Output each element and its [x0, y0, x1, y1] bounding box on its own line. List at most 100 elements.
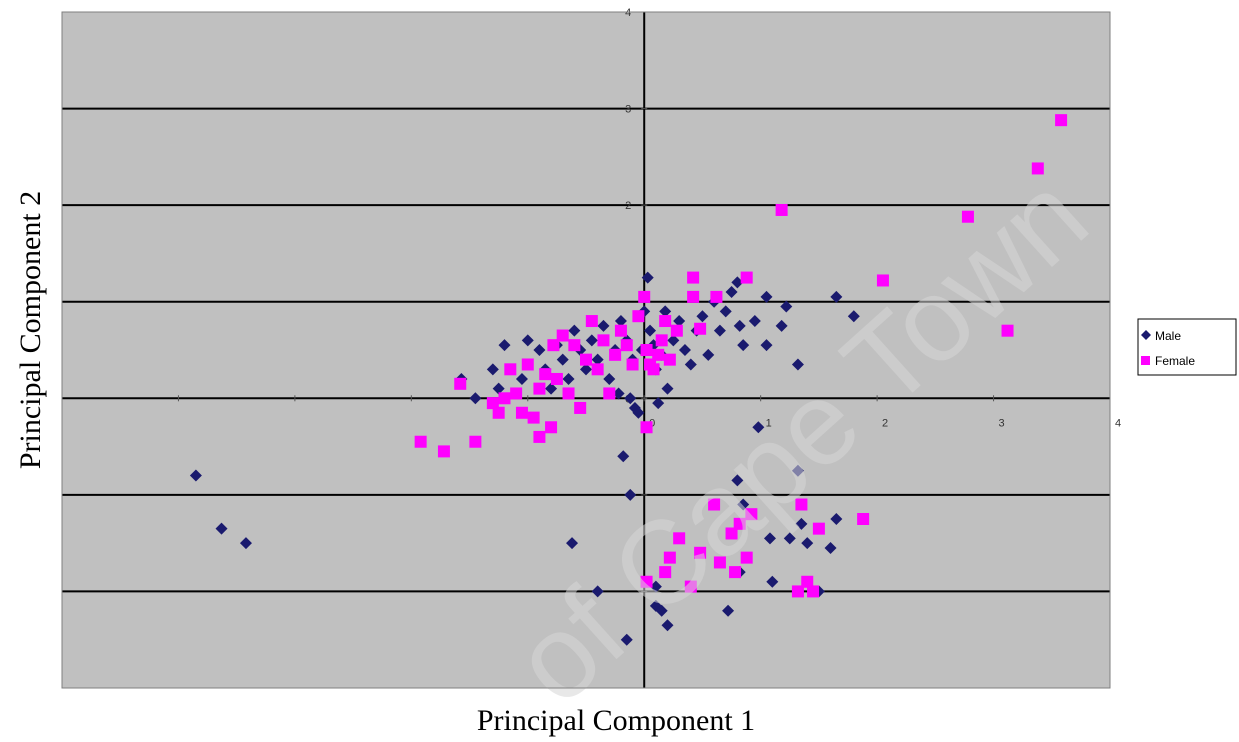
point-female: [694, 322, 707, 335]
point-male: [737, 339, 750, 352]
point-male: [189, 469, 202, 482]
point-male: [624, 488, 637, 501]
point-male: [795, 517, 808, 530]
point-female: [801, 575, 814, 588]
y-axis-title: Principal Component 2: [14, 191, 47, 469]
point-female: [640, 421, 653, 434]
point-female: [659, 566, 672, 579]
point-female: [609, 348, 622, 361]
point-female: [1031, 162, 1044, 175]
x-tick-label: 1: [766, 417, 772, 429]
point-male: [632, 406, 645, 419]
point-female: [580, 353, 592, 366]
point-female: [638, 290, 651, 303]
point-male: [486, 363, 499, 376]
point-male: [597, 319, 610, 332]
point-female: [510, 387, 523, 400]
point-female: [597, 334, 610, 347]
point-female: [492, 406, 505, 419]
point-male: [568, 324, 581, 337]
point-male: [641, 271, 654, 284]
point-female: [640, 575, 653, 588]
point-male: [847, 310, 860, 323]
point-female: [614, 324, 627, 337]
point-male: [830, 290, 843, 303]
point-female: [620, 339, 633, 352]
point-male: [521, 334, 534, 347]
point-male: [644, 324, 657, 337]
legend-label-male: Male: [1155, 329, 1181, 343]
point-female: [527, 411, 540, 424]
point-male: [760, 339, 773, 352]
point-female: [729, 566, 742, 579]
point-male: [713, 324, 726, 337]
point-male: [612, 387, 625, 400]
plot-border: [61, 11, 1111, 689]
point-female: [673, 532, 686, 545]
legend-marker-female: [1141, 356, 1150, 365]
point-male: [791, 464, 804, 477]
point-male: [556, 353, 569, 366]
point-male: [661, 382, 674, 395]
point-male: [591, 585, 604, 598]
point-male: [696, 310, 709, 323]
point-male: [678, 344, 691, 356]
point-female: [533, 382, 546, 395]
point-female: [556, 329, 569, 342]
point-male: [659, 305, 672, 318]
point-male: [719, 305, 732, 318]
point-male: [215, 522, 228, 535]
point-male: [492, 382, 505, 395]
point-male: [649, 580, 662, 593]
point-female: [807, 585, 820, 598]
point-female: [647, 363, 660, 376]
point-male: [722, 604, 735, 617]
point-female: [545, 421, 558, 434]
point-female: [725, 527, 738, 540]
point-male: [748, 315, 761, 328]
point-female: [591, 363, 604, 376]
y-tick-label: 3: [625, 104, 631, 116]
point-female: [740, 271, 753, 284]
point-female: [454, 377, 467, 390]
point-female: [652, 348, 665, 361]
point-male: [566, 537, 579, 550]
point-female: [687, 271, 700, 284]
point-male: [725, 286, 738, 299]
point-male: [737, 498, 750, 511]
legend-marker-male: [1141, 330, 1151, 340]
point-male: [239, 537, 252, 550]
point-male: [673, 315, 686, 328]
point-male: [469, 392, 482, 405]
legend: Male Female: [1137, 318, 1237, 376]
point-male: [766, 575, 779, 588]
gridlines: [62, 107, 1110, 593]
point-female: [539, 368, 552, 381]
point-female: [632, 310, 645, 323]
point-female: [414, 435, 427, 448]
point-female: [659, 315, 672, 328]
point-male: [585, 334, 598, 347]
point-male: [824, 541, 837, 554]
point-female: [486, 397, 499, 410]
point-female: [498, 392, 511, 405]
point-female: [533, 430, 546, 443]
point-female: [708, 498, 721, 511]
point-male: [603, 372, 616, 385]
point-female: [640, 344, 653, 356]
point-female: [876, 274, 889, 287]
point-female: [521, 358, 534, 371]
point-female: [740, 551, 753, 564]
point-male: [731, 276, 744, 289]
point-male: [731, 474, 744, 487]
point-male: [791, 358, 804, 371]
point-male: [801, 537, 814, 550]
point-male: [775, 319, 788, 332]
point-female: [568, 339, 581, 352]
point-male: [614, 315, 627, 328]
point-female: [687, 290, 700, 303]
point-female: [504, 363, 517, 376]
point-female: [515, 406, 528, 419]
point-female: [655, 334, 668, 347]
